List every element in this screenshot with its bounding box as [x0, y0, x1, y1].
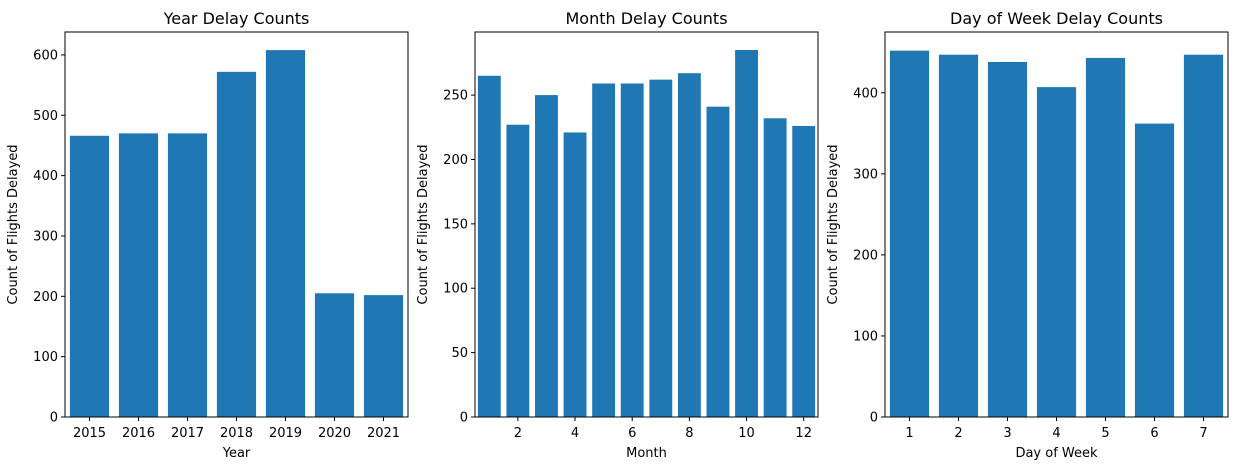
bar-5 [1085, 57, 1126, 418]
x-tick-label: 2017 [171, 426, 204, 441]
bar-2 [938, 54, 979, 418]
y-axis-label: Count of Flights Delayed [416, 144, 431, 304]
y-tick-label: 0 [460, 411, 468, 426]
x-tick-label: 12 [795, 426, 812, 441]
bar-2015 [69, 135, 110, 418]
y-tick-label: 100 [443, 282, 468, 297]
x-axis-label: Day of Week [1015, 446, 1098, 461]
y-axis-label: Count of Flights Delayed [826, 144, 841, 304]
bar-2016 [118, 133, 159, 417]
x-tick-label: 10 [738, 426, 755, 441]
x-tick-label: 2020 [318, 426, 351, 441]
y-tick-label: 200 [33, 290, 58, 305]
y-tick-label: 100 [33, 350, 58, 365]
y-tick-label: 0 [50, 411, 58, 426]
chart-title: Year Delay Counts [163, 9, 310, 28]
y-tick-label: 200 [443, 153, 468, 168]
y-tick-label: 200 [853, 248, 878, 263]
x-tick-label: 5 [1101, 426, 1109, 441]
y-tick-label: 0 [870, 411, 878, 426]
y-tick-label: 400 [33, 169, 58, 184]
x-tick-label: 4 [1052, 426, 1060, 441]
bar-2019 [265, 50, 306, 417]
y-tick-label: 300 [33, 229, 58, 244]
bar-2 [506, 124, 530, 417]
bar-2021 [363, 295, 404, 417]
x-tick-label: 2019 [269, 426, 302, 441]
bar-2017 [167, 133, 208, 417]
bar-3 [535, 95, 558, 418]
bar-6 [620, 83, 644, 418]
y-tick-label: 250 [443, 89, 468, 104]
y-tick-label: 50 [451, 346, 468, 361]
x-ticks: 2 4 6 8 10 12 [514, 417, 812, 441]
bar-10 [735, 50, 758, 417]
x-tick-label: 2021 [367, 426, 400, 441]
x-tick-label: 7 [1199, 426, 1207, 441]
x-ticks: 2015 2016 2017 2018 2019 2020 2021 [73, 417, 400, 441]
x-tick-label: 3 [1003, 426, 1011, 441]
bar-3 [987, 61, 1028, 418]
bar-1 [477, 75, 501, 417]
bar-6 [1134, 123, 1175, 417]
bar-8 [677, 73, 701, 417]
x-tick-label: 8 [685, 426, 693, 441]
bars [477, 50, 816, 418]
x-ticks: 1 2 3 4 5 6 7 [905, 417, 1208, 441]
y-tick-label: 600 [33, 48, 58, 63]
y-tick-label: 500 [33, 109, 58, 124]
bar-11 [763, 118, 787, 417]
bar-12 [792, 125, 816, 418]
chart-year-delay-counts: Year Delay Counts Year Count of Flights … [6, 9, 409, 461]
bar-4 [1036, 87, 1077, 418]
bar-5 [592, 83, 616, 418]
plot-frame [884, 31, 1229, 418]
bar-4 [563, 132, 587, 417]
y-tick-label: 300 [853, 167, 878, 182]
x-tick-label: 4 [571, 426, 579, 441]
bars [889, 50, 1224, 418]
y-tick-label: 400 [853, 86, 878, 101]
x-tick-label: 2 [954, 426, 962, 441]
x-tick-label: 2 [514, 426, 522, 441]
x-tick-label: 2018 [220, 426, 253, 441]
y-ticks: 0 50 100 150 200 250 [443, 89, 475, 426]
bar-2018 [216, 71, 257, 418]
chart-title: Day of Week Delay Counts [950, 9, 1163, 28]
x-tick-label: 2015 [73, 426, 106, 441]
x-axis-label: Month [626, 446, 667, 461]
y-ticks: 0 100 200 300 400 500 600 [33, 48, 65, 426]
plot-frame [64, 31, 409, 418]
x-axis-label: Year [222, 446, 251, 461]
y-ticks: 0 100 200 300 400 [853, 86, 885, 426]
x-tick-label: 1 [905, 426, 913, 441]
chart-month-delay-counts: Month Delay Counts Month Count of Flight… [416, 9, 819, 461]
y-axis-label: Count of Flights Delayed [6, 144, 21, 304]
x-tick-label: 6 [628, 426, 636, 441]
y-tick-label: 100 [853, 329, 878, 344]
chart-title: Month Delay Counts [565, 9, 727, 28]
bars [69, 50, 404, 418]
bar-1 [889, 50, 930, 418]
x-tick-label: 2016 [122, 426, 155, 441]
bar-7 [649, 79, 673, 417]
bar-2020 [314, 293, 355, 417]
y-tick-label: 150 [443, 217, 468, 232]
chart-day-of-week-delay-counts: Day of Week Delay Counts Day of Week Cou… [826, 9, 1229, 461]
plot-frame [474, 31, 819, 418]
bar-9 [706, 106, 730, 417]
x-tick-label: 6 [1150, 426, 1158, 441]
bar-7 [1183, 54, 1224, 418]
